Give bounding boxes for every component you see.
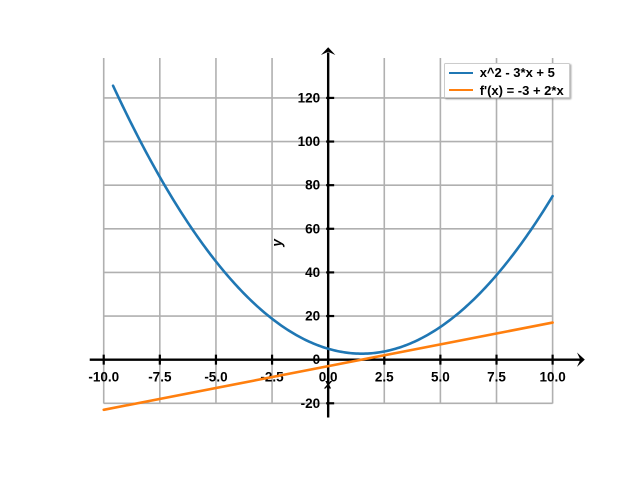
svg-text:5.0: 5.0 xyxy=(431,370,450,385)
svg-text:10.0: 10.0 xyxy=(539,370,565,385)
svg-text:-7.5: -7.5 xyxy=(148,370,172,385)
svg-text:120: 120 xyxy=(298,90,321,105)
svg-text:7.5: 7.5 xyxy=(487,370,506,385)
svg-text:-20: -20 xyxy=(301,396,321,411)
svg-text:20: 20 xyxy=(305,309,320,324)
svg-text:100: 100 xyxy=(298,134,321,149)
svg-text:-5.0: -5.0 xyxy=(204,370,227,385)
svg-text:x: x xyxy=(323,377,332,392)
svg-text:60: 60 xyxy=(305,221,320,236)
svg-text:-10.0: -10.0 xyxy=(88,370,119,385)
svg-text:y: y xyxy=(269,238,284,248)
svg-text:2.5: 2.5 xyxy=(375,370,394,385)
svg-text:40: 40 xyxy=(305,265,320,280)
svg-text:80: 80 xyxy=(305,178,320,193)
